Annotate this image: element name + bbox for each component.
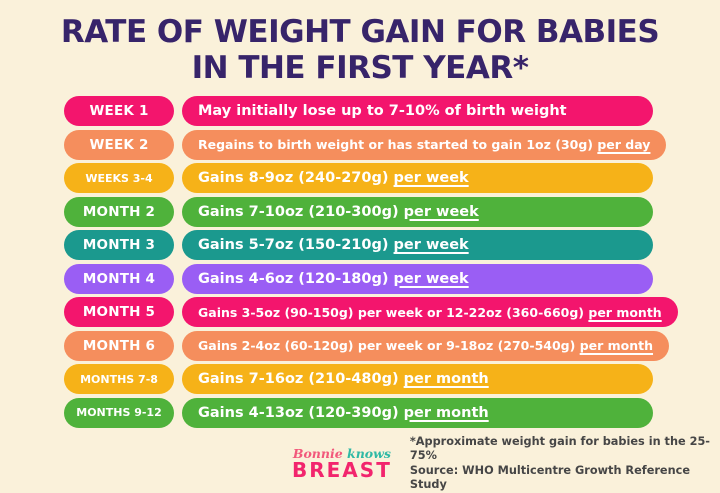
row-value-bar: Gains 4-13oz (120-390g) per month (182, 397, 653, 428)
row-value-bar: Gains 5-7oz (150-210g) per week (182, 230, 653, 260)
row-value-text: Gains 7-10oz (210-300g) (198, 203, 404, 220)
title-line-2: IN THE FIRST YEAR* (191, 50, 529, 86)
row-label-pill: MONTH 4 (64, 263, 174, 294)
brand-logo: Bonnie knows BREAST (292, 447, 392, 480)
row-value-bar: Gains 8-9oz (240-270g) per week (182, 163, 653, 193)
row-value-bar: Gains 4-6oz (120-180g) per week (182, 263, 653, 294)
table-row: MONTHS 7-8 Gains 7-16oz (210-480g) per mo… (64, 364, 653, 394)
row-value-bar: Gains 7-16oz (210-480g) per month (182, 364, 653, 394)
row-value-text: Gains 3-5oz (90-150g) per week or 12-22o… (198, 304, 589, 320)
row-value-bar: May initially lose up to 7-10% of birth … (182, 96, 653, 126)
table-row: MONTH 6 Gains 2-4oz (60-120g) per week or… (64, 330, 670, 361)
row-label-pill: WEEK 1 (64, 96, 174, 126)
table-row: MONTH 4 Gains 4-6oz (120-180g) per week (64, 263, 653, 294)
row-value-bar: Regains to birth weight or has started t… (182, 129, 667, 160)
row-value-text: May initially lose up to 7-10% of birth … (198, 103, 567, 119)
table-row: MONTH 2 Gains 7-10oz (210-300g) per week (64, 196, 653, 227)
row-label-pill: MONTH 5 (64, 297, 174, 327)
row-label-pill: MONTH 3 (64, 230, 174, 260)
table-row: WEEKS 3-4 Gains 8-9oz (240-270g) per week (64, 163, 653, 193)
row-value-underlined-text: per month (403, 371, 489, 387)
row-value-bar: Gains 3-5oz (90-150g) per week or 12-22o… (182, 297, 678, 327)
footer: Bonnie knows BREAST *Approximate weight … (292, 435, 720, 493)
row-value-text: Gains 7-16oz (210-480g) (198, 371, 404, 387)
row-value-underlined-text: per day (597, 137, 651, 152)
title-line-1: RATE OF WEIGHT GAIN FOR BABIES (60, 14, 660, 50)
row-label-pill: WEEKS 3-4 (64, 163, 174, 193)
row-value-underlined-text: per week (393, 237, 469, 253)
row-value-text: Gains 5-7oz (150-210g) (198, 237, 394, 253)
row-value-bar: Gains 2-4oz (60-120g) per week or 9-18oz… (182, 330, 670, 361)
row-value-underlined-text: per week (393, 270, 469, 287)
table-row: MONTHS 9-12 Gains 4-13oz (120-390g) per m… (64, 397, 653, 428)
table-row: WEEK 2 Regains to birth weight or has sta… (64, 129, 667, 160)
page-title: RATE OF WEIGHT GAIN FOR BABIES IN THE FI… (0, 0, 720, 86)
row-value-bar: Gains 7-10oz (210-300g) per week (182, 196, 653, 227)
row-value-text: Gains 4-13oz (120-390g) (198, 404, 404, 421)
row-value-underlined-text: per week (393, 170, 469, 186)
brand-name: BREAST (292, 458, 392, 482)
row-label-pill: WEEK 2 (64, 129, 174, 160)
footnote-line-2: Source: WHO Multicentre Growth Reference… (409, 463, 690, 492)
row-label-pill: MONTH 2 (64, 196, 174, 227)
row-value-underlined-text: per month (403, 404, 489, 421)
table-row: MONTH 5 Gains 3-5oz (90-150g) per week or… (64, 297, 678, 327)
table-row: WEEK 1 May initially lose up to 7-10% of … (64, 96, 653, 126)
row-label-pill: MONTHS 9-12 (64, 397, 174, 428)
table-row: MONTH 3 Gains 5-7oz (150-210g) per week (64, 230, 653, 260)
footnote-line-1: *Approximate weight gain for babies in t… (409, 434, 710, 463)
row-value-text: Gains 4-6oz (120-180g) (198, 270, 394, 287)
row-value-underlined-text: per month (579, 338, 654, 353)
row-label-pill: MONTH 6 (64, 330, 174, 361)
row-value-text: Gains 8-9oz (240-270g) (198, 170, 394, 186)
row-value-underlined-text: per week (403, 203, 479, 220)
brand-script-word-2: knows (347, 446, 391, 461)
footnote: *Approximate weight gain for babies in t… (410, 435, 720, 493)
brand-script-word-1: Bonnie (292, 446, 348, 461)
rows: WEEK 1 May initially lose up to 7-10% of … (64, 96, 678, 428)
row-value-underlined-text: per month (588, 304, 662, 320)
brand-script-text: Bonnie knows (292, 447, 392, 460)
row-label-pill: MONTHS 7-8 (64, 364, 174, 394)
row-value-text: Regains to birth weight or has started t… (198, 137, 598, 152)
row-value-text: Gains 2-4oz (60-120g) per week or 9-18oz… (198, 338, 580, 353)
